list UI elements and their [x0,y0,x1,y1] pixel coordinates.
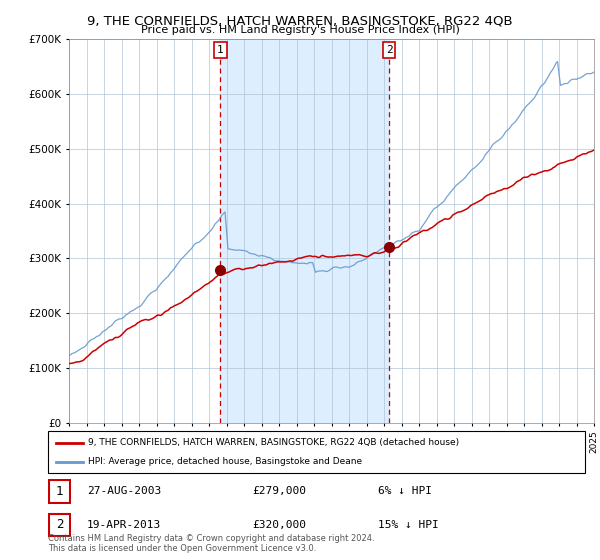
Text: 2: 2 [386,45,392,55]
Text: £279,000: £279,000 [252,487,306,496]
Text: 27-AUG-2003: 27-AUG-2003 [87,487,161,496]
Text: Price paid vs. HM Land Registry's House Price Index (HPI): Price paid vs. HM Land Registry's House … [140,25,460,35]
Text: 9, THE CORNFIELDS, HATCH WARREN, BASINGSTOKE, RG22 4QB: 9, THE CORNFIELDS, HATCH WARREN, BASINGS… [87,14,513,27]
Text: 1: 1 [56,485,63,498]
Text: HPI: Average price, detached house, Basingstoke and Deane: HPI: Average price, detached house, Basi… [88,458,362,466]
FancyBboxPatch shape [48,431,585,473]
Text: 9, THE CORNFIELDS, HATCH WARREN, BASINGSTOKE, RG22 4QB (detached house): 9, THE CORNFIELDS, HATCH WARREN, BASINGS… [88,438,460,447]
Text: 1: 1 [217,45,224,55]
Text: Contains HM Land Registry data © Crown copyright and database right 2024.
This d: Contains HM Land Registry data © Crown c… [48,534,374,553]
Text: 15% ↓ HPI: 15% ↓ HPI [378,520,439,530]
Bar [220,39,389,423]
Text: 19-APR-2013: 19-APR-2013 [87,520,161,530]
FancyBboxPatch shape [49,480,70,503]
Text: £320,000: £320,000 [252,520,306,530]
Text: 6% ↓ HPI: 6% ↓ HPI [378,487,432,496]
FancyBboxPatch shape [49,514,70,536]
Text: 2: 2 [56,519,63,531]
